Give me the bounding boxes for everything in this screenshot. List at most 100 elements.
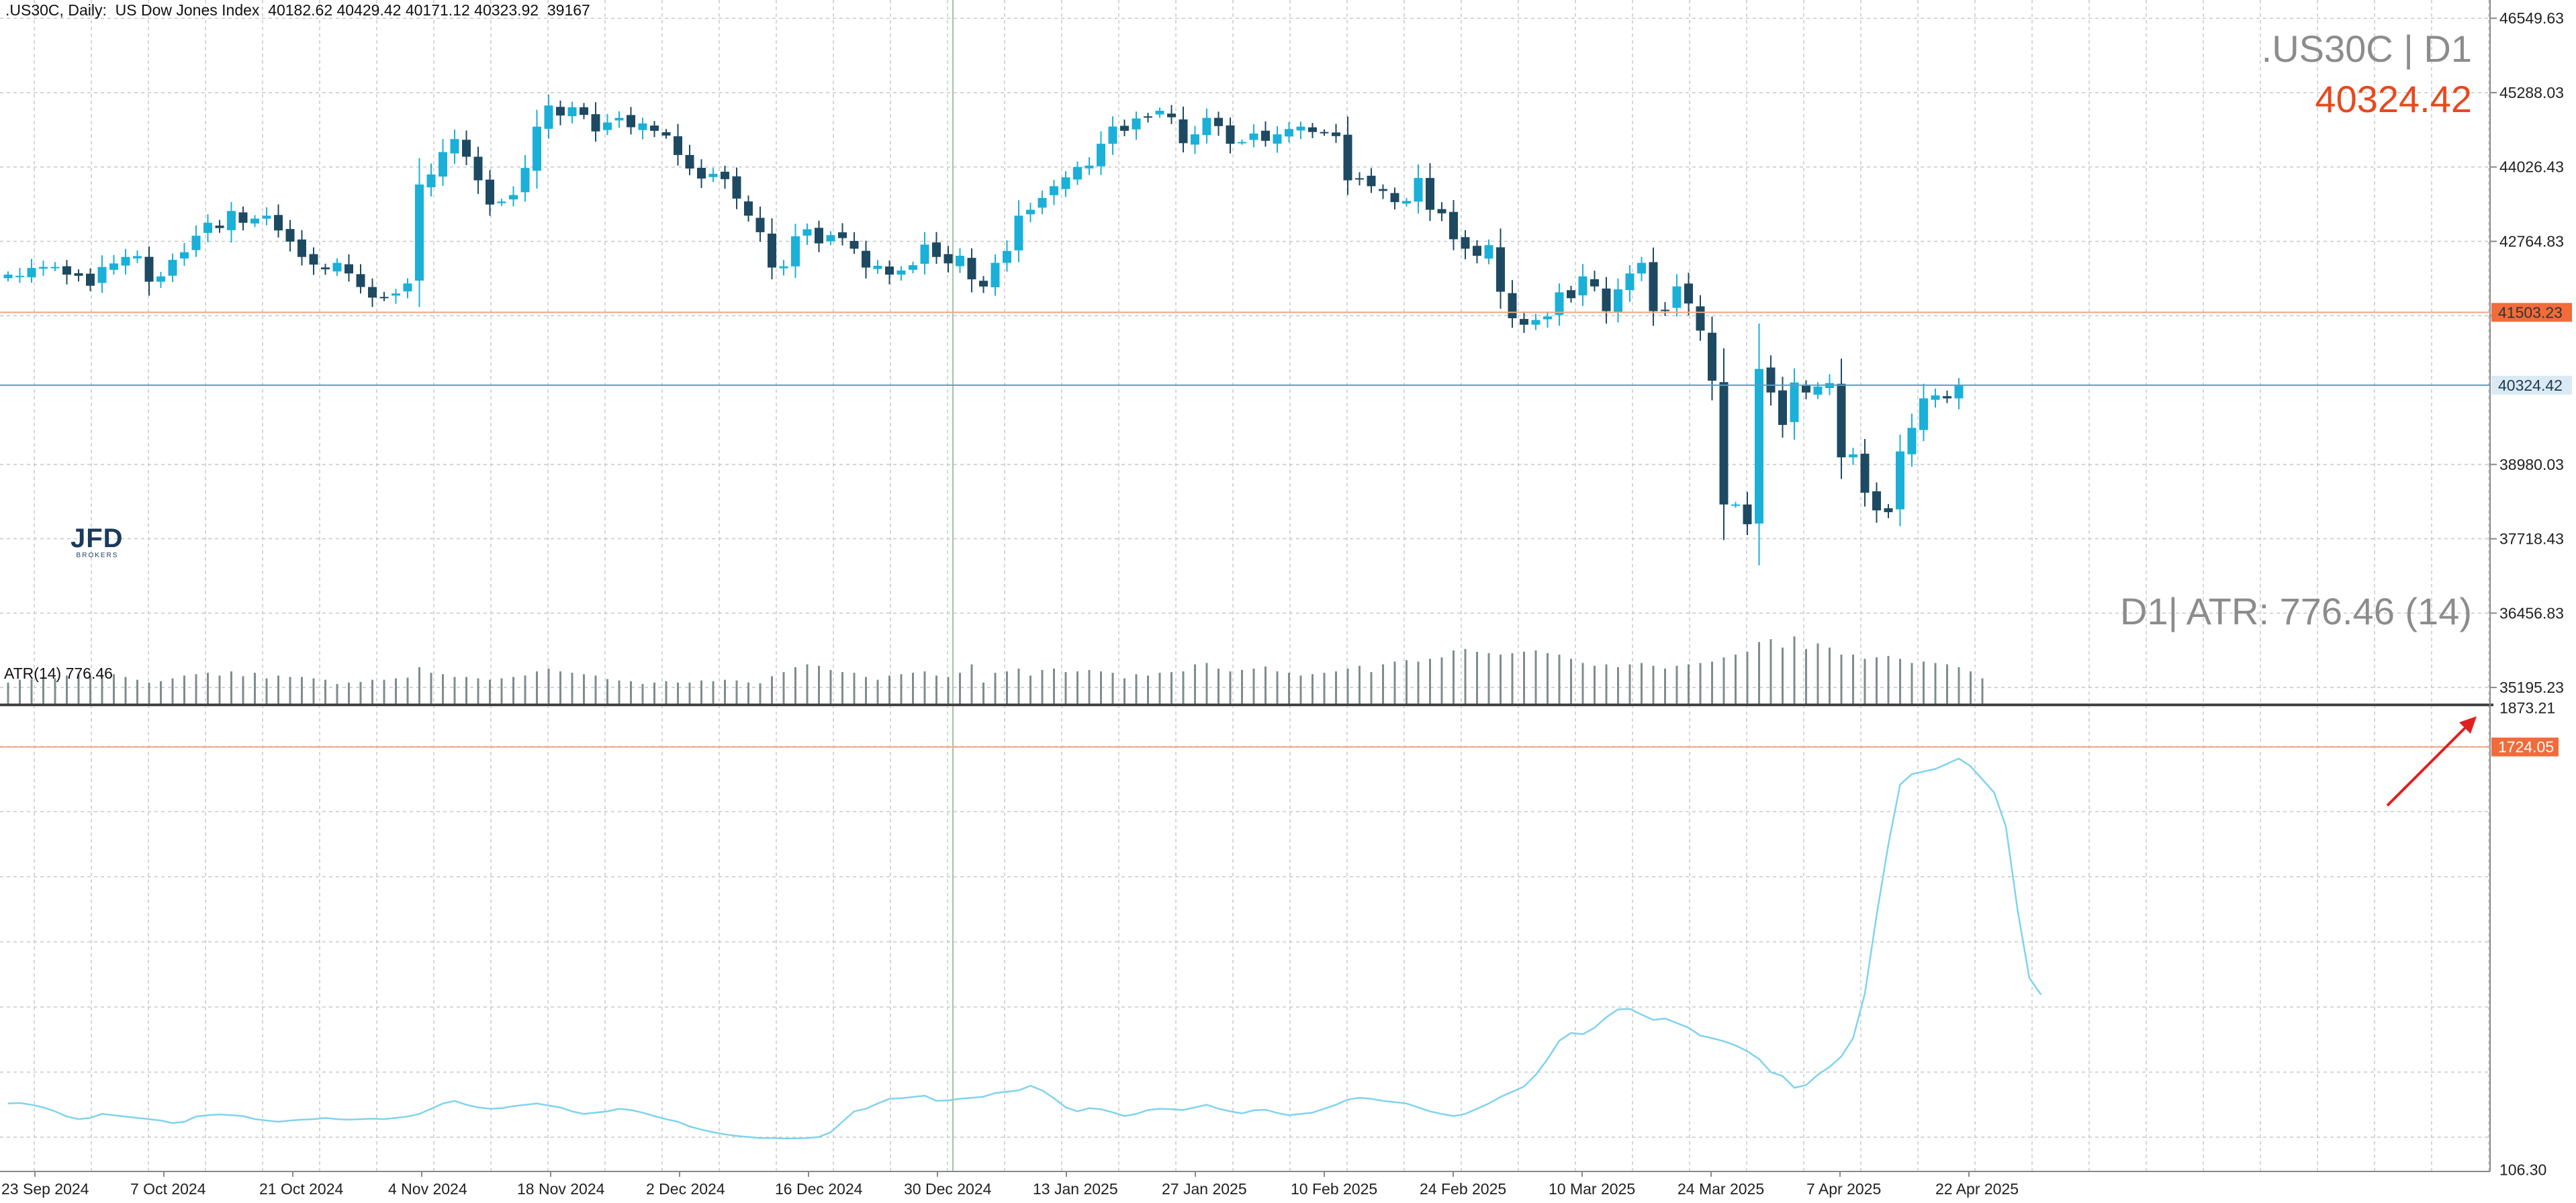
candle-body (1496, 247, 1505, 292)
candle-body (991, 262, 1000, 287)
candle-body (1191, 134, 1199, 145)
candle-body (944, 254, 953, 264)
candle-body (27, 268, 36, 277)
candle-body (1649, 262, 1658, 311)
candle-body (1402, 201, 1411, 204)
candle-body (1813, 386, 1823, 395)
candle-body (392, 293, 400, 296)
candle-body (238, 212, 248, 223)
candle-body (1590, 279, 1599, 287)
candle-body (1367, 175, 1376, 187)
candle-body (1038, 197, 1047, 208)
candle-body (1343, 134, 1352, 181)
candle-body (297, 239, 306, 257)
candle-body (1508, 293, 1517, 319)
candle-body (1073, 166, 1082, 180)
candle-body (1426, 178, 1434, 210)
candle-body (1132, 118, 1141, 130)
time-tick-label: 23 Sep 2024 (1, 1180, 89, 1198)
candle-body (439, 152, 447, 177)
candle-body (1602, 288, 1611, 311)
candle-body (227, 211, 236, 230)
candle-body (1802, 385, 1810, 393)
candle-body (86, 273, 95, 286)
candle-body (1555, 292, 1564, 316)
candle-body (332, 262, 342, 272)
candle-body (403, 283, 412, 292)
instrument-description: US Dow Jones Index (115, 1, 260, 19)
candle-body (556, 107, 565, 116)
candle-body (1755, 369, 1763, 524)
atr-value-overlay: D1| ATR: 776.46 (14) (2120, 590, 2472, 632)
candle-body (1578, 276, 1588, 295)
candle-body (1061, 177, 1070, 189)
time-tick-label: 4 Nov 2024 (388, 1180, 467, 1198)
candle-body (426, 174, 436, 188)
candle-body (15, 275, 24, 277)
candle-body (1026, 209, 1035, 215)
candle-body (274, 215, 283, 231)
candle-body (180, 252, 189, 259)
candle-body (1661, 309, 1669, 311)
resistance-level-tag (2491, 303, 2572, 322)
atr-indicator-line (7, 757, 2042, 1140)
candle-body (144, 256, 154, 282)
candle-body (1097, 144, 1105, 166)
candle-body (885, 266, 894, 275)
candle-body (967, 258, 976, 280)
candle-body (533, 126, 541, 171)
candle-body (849, 240, 859, 249)
candle-body (156, 276, 165, 282)
candle-body (1954, 385, 1964, 399)
atr-tick-label: 1873.21 (2499, 700, 2555, 717)
price-tick-label: 42764.83 (2499, 232, 2564, 250)
candle-body (567, 107, 577, 117)
time-tick-label: 7 Apr 2025 (1806, 1180, 1881, 1198)
candle-body (650, 126, 659, 131)
price-tick-label: 38980.03 (2499, 456, 2564, 473)
last-price-overlay: 40324.42 (2315, 78, 2472, 120)
candle-body (486, 179, 494, 205)
candle-body (1050, 186, 1058, 195)
candle-body (121, 256, 130, 266)
trend-arrow-head (2459, 716, 2477, 734)
atr-tick-label: 106.30 (2499, 1161, 2546, 1179)
candle-body (1179, 119, 1188, 144)
candle-body (450, 139, 459, 154)
candle-body (1296, 126, 1305, 131)
candle-body (133, 256, 142, 258)
candle-body (1896, 451, 1904, 510)
candle-body (462, 140, 471, 157)
candle-body (497, 201, 506, 203)
candle-body (791, 236, 800, 267)
time-tick-label: 24 Feb 2025 (1420, 1180, 1506, 1198)
candle-body (1014, 215, 1023, 250)
candle-body (603, 122, 612, 130)
candle-body (1320, 132, 1329, 134)
candle-body (1261, 130, 1270, 141)
price-tick-label: 46549.63 (2499, 9, 2564, 27)
price-tick-label: 44026.43 (2499, 158, 2564, 176)
candle-body (1484, 245, 1493, 259)
candle-body (1355, 178, 1364, 180)
time-tick-label: 16 Dec 2024 (775, 1180, 863, 1198)
candle-body (685, 154, 694, 169)
candle-body (415, 184, 424, 281)
candle-body (520, 168, 530, 193)
trend-arrow-shaft (2386, 720, 2473, 807)
price-tick-label: 37718.43 (2499, 530, 2564, 548)
time-tick-label: 10 Mar 2025 (1549, 1180, 1635, 1198)
candle-body (1437, 209, 1446, 213)
candle-body (1332, 132, 1340, 136)
candle-body (1249, 133, 1258, 140)
candle-body (285, 229, 295, 242)
volume-histogram (7, 636, 1984, 704)
candle-body (838, 232, 847, 238)
candle-body (744, 201, 753, 216)
candle-body (580, 107, 588, 115)
candle-body (321, 267, 330, 270)
candle-body (815, 228, 823, 244)
price-markers: 41503.23 40324.42 1724.05 (0, 303, 2572, 807)
